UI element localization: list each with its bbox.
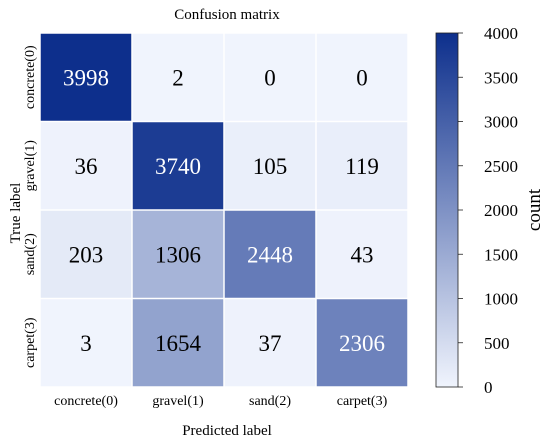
heatmap-cell: [132, 33, 224, 121]
cell-value-label: 3740: [155, 154, 201, 179]
heatmap-cell: [316, 122, 408, 210]
cell-value-label: 203: [69, 242, 104, 267]
y-tick-label: gravel(1): [23, 140, 38, 192]
cell-value-label: 2: [172, 65, 184, 90]
colorbar: [435, 32, 459, 388]
colorbar-tick-label: 2000: [484, 201, 518, 220]
heatmap-cell: [316, 299, 408, 387]
cell-value-label: 119: [345, 154, 379, 179]
heatmap-cell: [132, 210, 224, 298]
colorbar-tick-label: 1000: [484, 290, 518, 309]
heatmap-cell: [316, 210, 408, 298]
heatmap-cell: [40, 33, 132, 121]
y-tick-label: concrete(0): [23, 45, 38, 109]
y-tick-label: carpet(3): [23, 317, 38, 368]
heatmap-cell: [40, 299, 132, 387]
heatmap-cell: [316, 33, 408, 121]
heatmap-cell: [224, 299, 316, 387]
cell-value-label: 1654: [155, 331, 202, 356]
x-axis-label: Predicted label: [182, 423, 272, 439]
y-axis-label: True label: [8, 183, 24, 244]
x-tick-label: gravel(1): [152, 394, 204, 409]
y-tick-label: sand(2): [23, 233, 38, 275]
heatmap-cell: [40, 210, 132, 298]
colorbar-tick-label: 3000: [484, 113, 518, 132]
cell-value-label: 1306: [155, 242, 201, 267]
cell-value-label: 37: [259, 331, 282, 356]
x-tick-label: carpet(3): [337, 394, 388, 409]
x-tick-labels: concrete(0) gravel(1) sand(2) carpet(3): [54, 394, 387, 409]
cell-value-label: 0: [264, 65, 276, 90]
cell-value-label: 3: [80, 331, 92, 356]
heatmap-cells: 3998 2 0 0 36 3740 105 119 203 1306 2448 43 3 1654 37 2…: [40, 33, 408, 387]
heatmap-cell: [132, 299, 224, 387]
cell-value-label: 3998: [63, 65, 109, 90]
colorbar-ticks: 0 500 1000 1500 2000 2500 3000 3500 4000: [458, 24, 518, 397]
y-tick-labels: concrete(0) gravel(1) sand(2) carpet(3): [23, 45, 38, 368]
x-tick-label: concrete(0): [54, 394, 118, 409]
x-tick-label: sand(2): [249, 394, 291, 409]
colorbar-tick-label: 3500: [484, 68, 518, 87]
heatmap-cell: [224, 33, 316, 121]
cell-value-label: 2448: [247, 242, 293, 267]
colorbar-tick-label: 2500: [484, 157, 518, 176]
heatmap-cell: [224, 210, 316, 298]
cell-value-label: 36: [75, 154, 98, 179]
heatmap-cell: [132, 122, 224, 210]
cell-value-label: 105: [253, 154, 288, 179]
cell-value-label: 43: [351, 242, 374, 267]
heatmap-cell: [40, 122, 132, 210]
cell-value-label: 0: [356, 65, 368, 90]
colorbar-tick-label: 500: [484, 334, 510, 353]
colorbar-tick-label: 4000: [484, 24, 518, 43]
cell-value-label: 2306: [339, 331, 385, 356]
chart-title: Confusion matrix: [174, 7, 280, 23]
colorbar-label: count: [524, 188, 545, 231]
colorbar-tick-label: 1500: [484, 245, 518, 264]
colorbar-tick-label: 0: [484, 378, 493, 397]
heatmap-cell: [224, 122, 316, 210]
